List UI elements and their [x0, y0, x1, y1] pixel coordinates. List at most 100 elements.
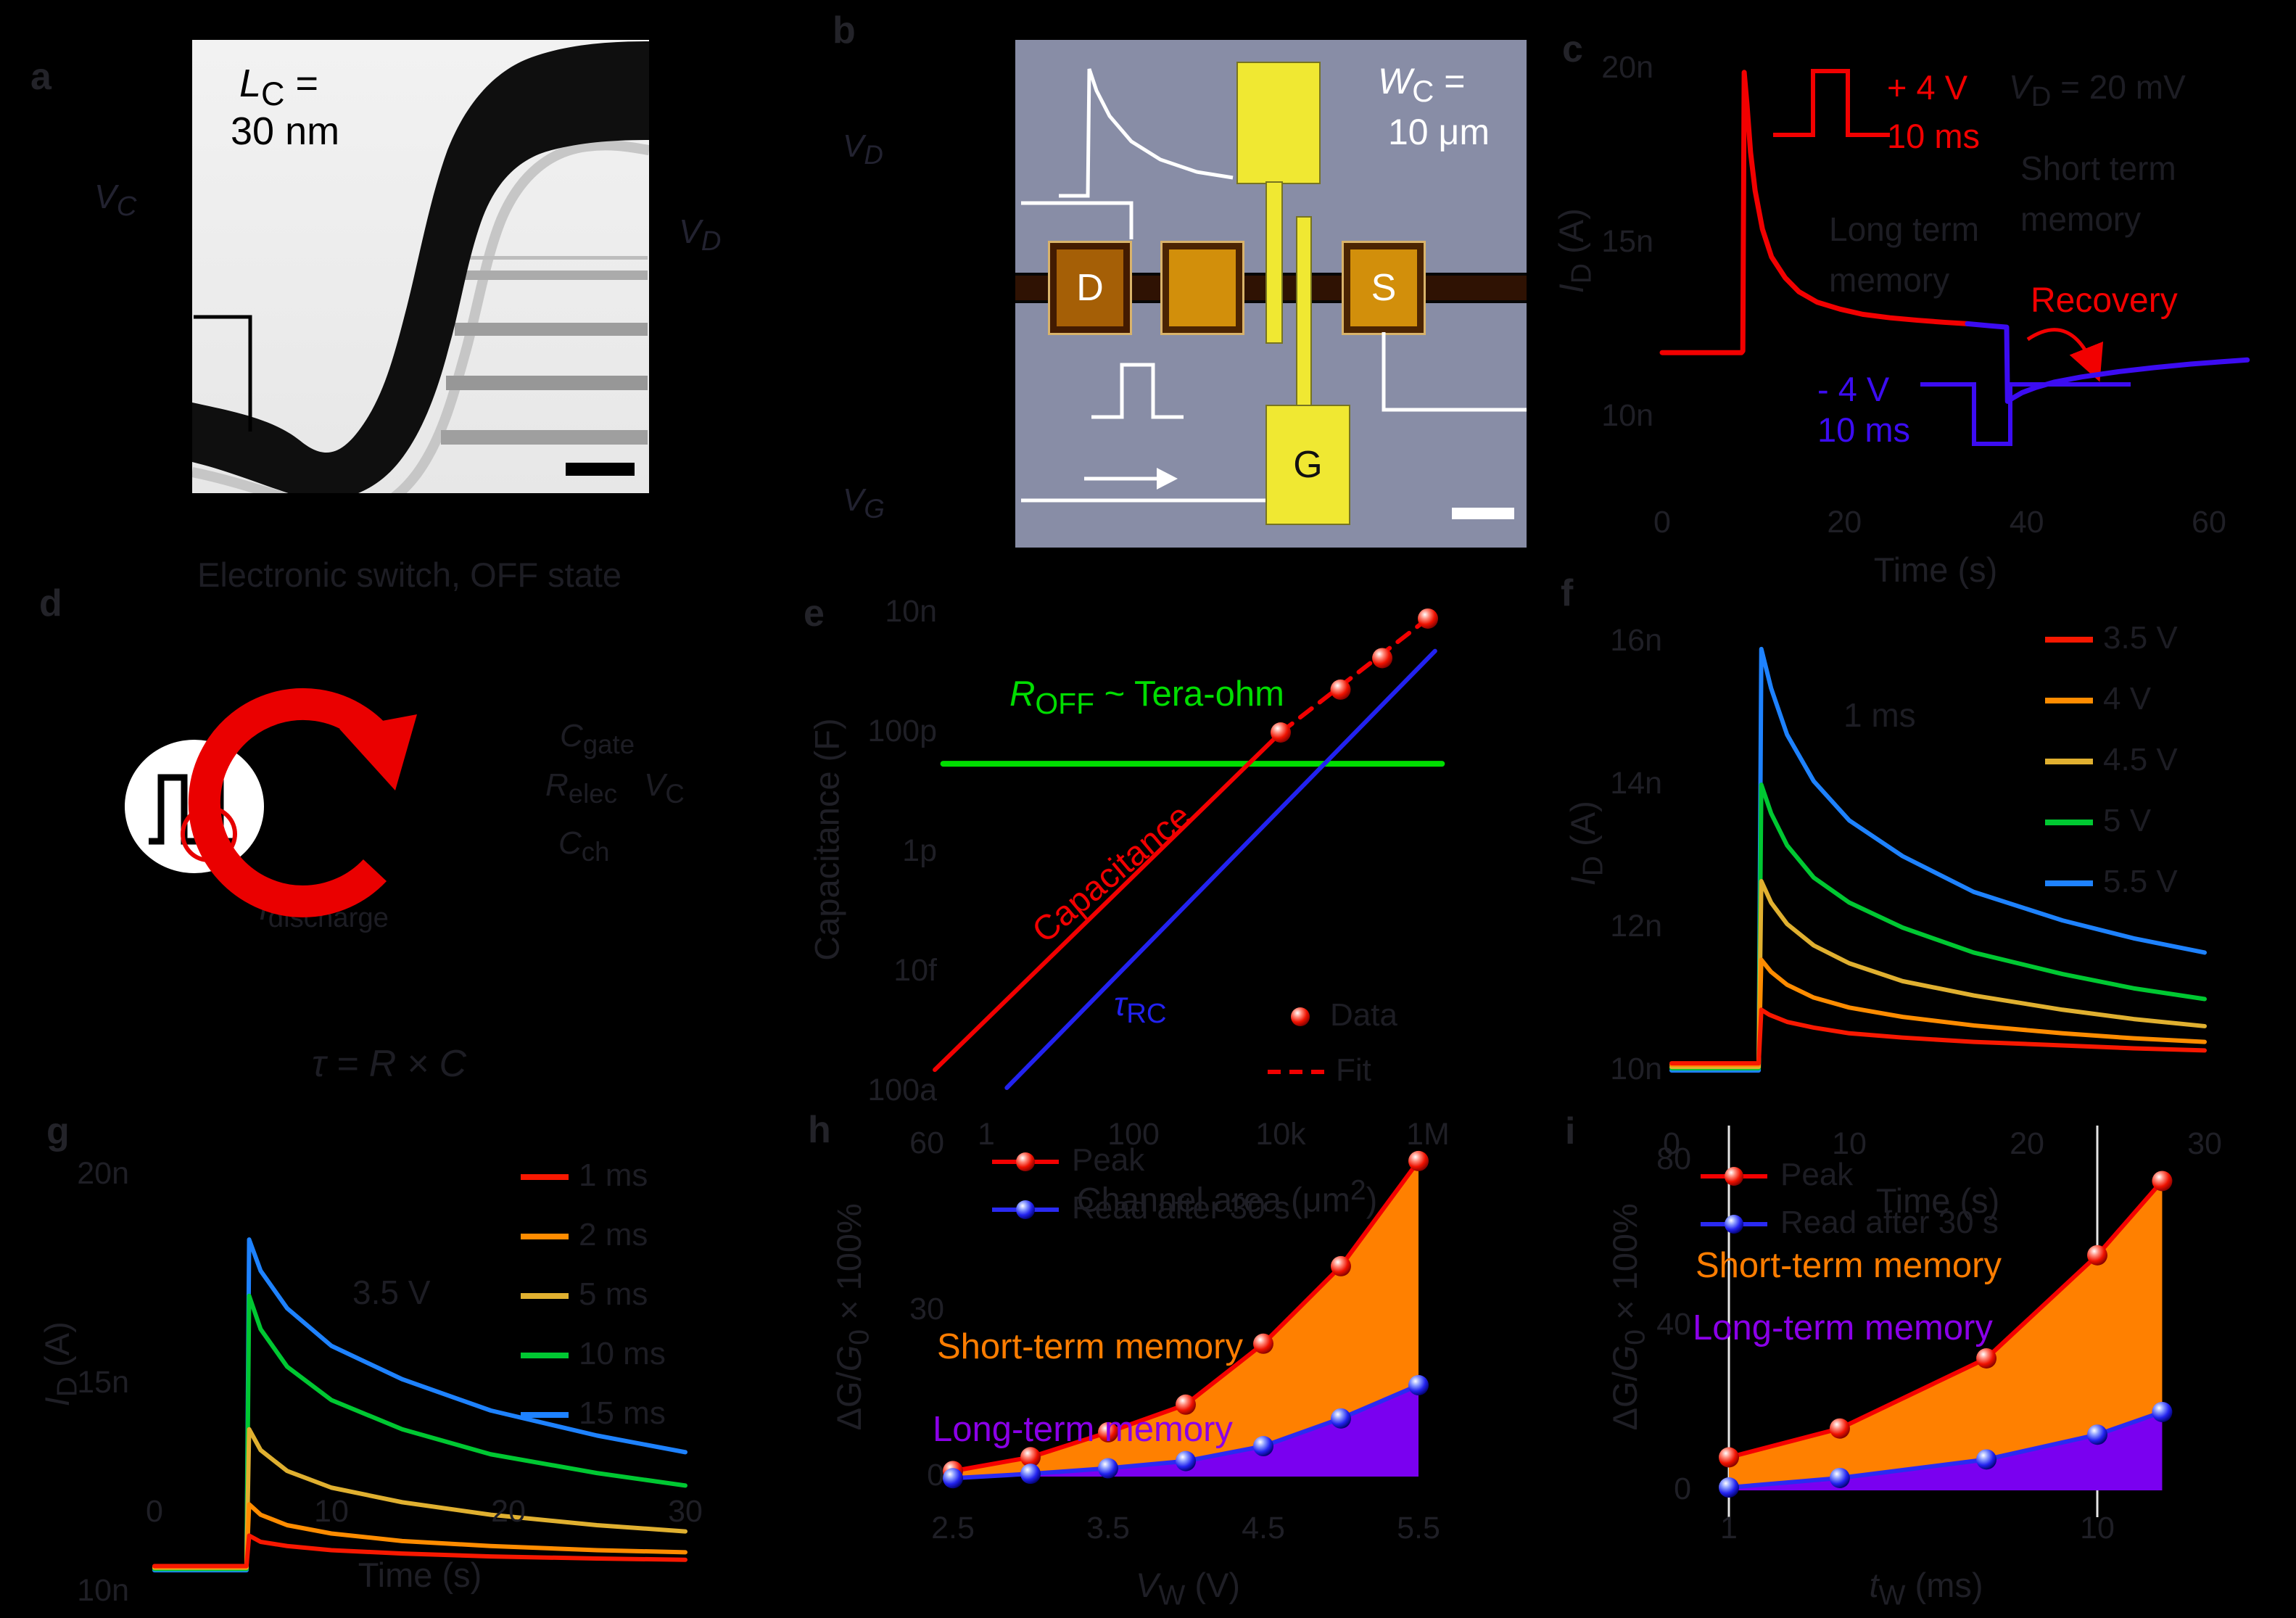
y-axis-label: Capacitance (F): [807, 718, 846, 961]
area-fill: [1729, 1411, 2163, 1490]
series-tau_RC: [1004, 648, 1437, 1090]
chart-annotation: τRC: [1114, 985, 1167, 1030]
x-tick-label: 3.5: [1086, 1511, 1130, 1545]
data-point: [1271, 722, 1291, 743]
x-axis-label: tW (ms): [1869, 1566, 1983, 1611]
schematic-title: Electronic switch, OFF state: [197, 556, 622, 594]
x-tick-label: 0: [1663, 1126, 1680, 1161]
series-4 V: [1669, 957, 2207, 1068]
data-point: [1719, 1477, 1739, 1498]
x-tick-label: 30: [2187, 1126, 2222, 1161]
chart-annotation: ROFF ~ Tera-ohm: [1009, 674, 1284, 720]
chart-annotation: 3.5 V: [352, 1274, 431, 1311]
pulse-icon: [1091, 363, 1184, 419]
source-pad: S: [1342, 241, 1426, 335]
data-point: [1253, 1333, 1273, 1354]
y-tick-label: 20n: [1601, 50, 1653, 85]
electrode-resistance-label: Relec: [545, 767, 618, 809]
chart-annotation: + 4 V: [1887, 68, 1968, 107]
series-5.5 V: [1669, 646, 2207, 1073]
x-axis-label: Time (s): [358, 1556, 482, 1594]
chart-memory-vs-pulsewidth: [1701, 1126, 2173, 1517]
legend-label: 4.5 V: [2103, 742, 2178, 777]
y-tick-label: 12n: [1610, 909, 1662, 944]
source-wire: [1382, 332, 1527, 412]
gate-capacitance-label: Cgate: [560, 718, 635, 759]
x-tick-label: 0: [146, 1494, 163, 1529]
series-4.5 V: [1669, 878, 2207, 1070]
x-axis-label: Time (s): [1875, 1181, 2000, 1220]
data-point: [1020, 1447, 1041, 1468]
data-point: [1976, 1449, 1997, 1470]
legend-label: 10 ms: [579, 1336, 666, 1371]
y-tick-label: 15n: [1601, 224, 1653, 259]
vd-wire-label: VD: [843, 128, 883, 170]
series-1 ms: [152, 1533, 687, 1569]
data-point: [943, 1468, 963, 1489]
channel-width-label-1: WC =: [1378, 61, 1466, 108]
data-point: [1020, 1464, 1041, 1485]
legend-label: 4 V: [2103, 681, 2152, 717]
y-tick-label: 16n: [1610, 623, 1662, 658]
gate-top-pad: [1236, 62, 1321, 184]
data-point: [1098, 1458, 1118, 1479]
scale-bar: [566, 463, 635, 476]
superlattice-stripe: [446, 376, 648, 390]
data-point: [1829, 1467, 1850, 1488]
gate-pad: G: [1265, 405, 1350, 525]
chart-retention: [1659, 70, 2250, 404]
data-point: [2152, 1171, 2173, 1192]
y-tick-label: 10n: [885, 594, 937, 629]
channel-voltage-label: VC: [644, 767, 685, 809]
x-tick-label: 1: [978, 1117, 995, 1152]
y-tick-label: 1p: [902, 833, 937, 868]
legend-label: 5 V: [2103, 803, 2152, 838]
chart-annotation: memory: [1829, 261, 1950, 299]
data-point: [1829, 1418, 1850, 1439]
measurement-overlay: [1021, 68, 1527, 503]
x-tick-label: 20: [2010, 1126, 2044, 1161]
x-axis-label: Time (s): [1873, 550, 1998, 589]
series-3.5 V: [1669, 1007, 2207, 1066]
source-label: S: [1371, 267, 1397, 309]
positive-pulse-icon: [1773, 69, 1890, 137]
data-point: [2087, 1424, 2107, 1445]
y-axis-label: ID (A): [38, 1321, 83, 1407]
x-tick-label: 20: [491, 1494, 526, 1529]
gate-finger: [1265, 181, 1283, 344]
panel-label-i: i: [1565, 1110, 1576, 1152]
x-tick-label: 10: [1832, 1126, 1867, 1161]
y-tick-label: 10n: [1610, 1052, 1662, 1086]
legend-label: Fit: [1336, 1052, 1371, 1088]
chart-annotation: Short term: [2020, 149, 2176, 187]
panel-label-g: g: [46, 1110, 70, 1152]
chart-annotation: - 4 V: [1817, 370, 1890, 408]
data-point: [1331, 1255, 1351, 1276]
legend-marker: [1291, 1007, 1310, 1026]
chart-voltage-series: [1669, 637, 2207, 1073]
y-tick-label: 10n: [1601, 398, 1653, 433]
rc-equation: τ = R × C: [312, 1043, 467, 1085]
decay-sketch-icon: [1059, 68, 1234, 198]
data-point: [1719, 1447, 1739, 1468]
x-tick-label: 20: [1827, 505, 1862, 540]
channel-bracket: [194, 315, 252, 432]
y-tick-label: 20n: [77, 1156, 129, 1191]
vg-wire-label: VG: [843, 482, 885, 524]
drain-pad: D: [1048, 241, 1132, 335]
x-tick-label: 10: [2080, 1511, 2115, 1545]
legend-label: 15 ms: [579, 1395, 666, 1431]
series-5 V: [1669, 783, 2207, 1071]
x-tick-label: 100: [1107, 1117, 1160, 1152]
oxide-layer: [192, 140, 649, 493]
x-tick-label: 30: [668, 1494, 703, 1529]
x-tick-label: 1: [1720, 1511, 1738, 1545]
x-tick-label: 0: [1653, 505, 1671, 540]
tem-image: [192, 40, 649, 493]
chart-annotation: Short-term memory: [937, 1327, 1244, 1366]
legend-marker: [1725, 1167, 1743, 1186]
panel-label-b: b: [833, 9, 856, 51]
